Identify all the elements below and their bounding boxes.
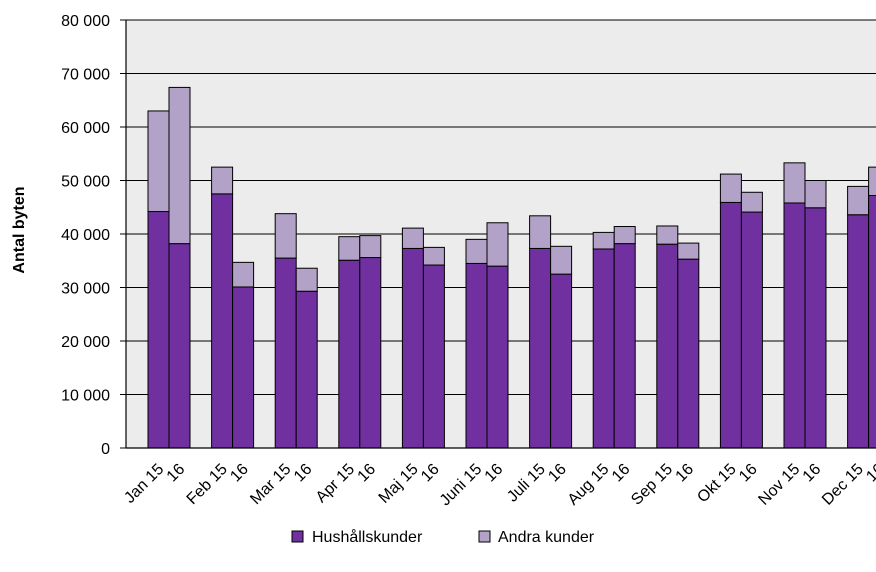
bar-segment-hushallskunder xyxy=(868,194,876,449)
bar-segment-andra-kunder xyxy=(783,162,806,204)
bar-segment-andra-kunder xyxy=(211,166,234,195)
bar-segment-hushallskunder xyxy=(211,193,234,449)
bar-segment-hushallskunder xyxy=(274,257,297,449)
bar-segment-hushallskunder xyxy=(529,247,552,449)
bar-segment-andra-kunder xyxy=(613,226,636,245)
x-tick-label: Apr 15 xyxy=(313,461,358,506)
x-tick-label: 16 xyxy=(673,461,698,486)
bar-segment-andra-kunder xyxy=(168,86,191,245)
x-tick-label: 16 xyxy=(609,461,634,486)
bar-segment-hushallskunder xyxy=(783,202,806,449)
x-tick-label: 16 xyxy=(164,461,189,486)
bar-segment-andra-kunder xyxy=(804,180,827,209)
bar-segment-hushallskunder xyxy=(465,262,488,449)
bar-segment-andra-kunder xyxy=(740,191,763,213)
x-tick-label: 16 xyxy=(418,461,443,486)
bar-segment-hushallskunder xyxy=(550,273,573,449)
bar-segment-andra-kunder xyxy=(719,173,742,203)
x-tick-label: 16 xyxy=(355,461,380,486)
bar-segment-andra-kunder xyxy=(359,235,382,259)
bar-segment-hushallskunder xyxy=(613,243,636,449)
x-tick-label: 16 xyxy=(800,461,825,486)
bar-segment-andra-kunder xyxy=(847,185,870,216)
legend-swatch-andra-kunder xyxy=(478,530,491,543)
bar-segment-hushallskunder xyxy=(677,258,700,449)
x-tick-label: Juli 15 xyxy=(504,461,549,506)
bar-segment-hushallskunder xyxy=(719,201,742,449)
bar-segment-hushallskunder xyxy=(232,286,255,449)
bar-segment-andra-kunder xyxy=(465,238,488,264)
legend-swatch-hushallskunder xyxy=(291,530,304,543)
y-tick-label: 80 000 xyxy=(61,13,110,30)
y-tick-label: 30 000 xyxy=(61,281,110,298)
bar-segment-andra-kunder xyxy=(868,166,876,196)
x-tick-label: 16 xyxy=(482,461,507,486)
y-tick-label: 40 000 xyxy=(61,227,110,244)
bar-segment-hushallskunder xyxy=(147,211,170,449)
bar-segment-andra-kunder xyxy=(529,215,552,249)
x-tick-label: 16 xyxy=(545,461,570,486)
bar-segment-hushallskunder xyxy=(295,290,318,449)
x-tick-label: Dec 15 xyxy=(819,461,867,509)
x-tick-label: Aug 15 xyxy=(565,461,613,509)
y-tick-label: 0 xyxy=(101,441,110,458)
legend: Hushållskunder Andra kunder xyxy=(291,528,595,546)
x-tick-label: Jan 15 xyxy=(121,461,167,507)
bar-segment-andra-kunder xyxy=(677,242,700,260)
bar-segment-andra-kunder xyxy=(147,110,170,213)
y-tick-label: 60 000 xyxy=(61,120,110,137)
y-tick-label: 50 000 xyxy=(61,174,110,191)
y-tick-label: 20 000 xyxy=(61,334,110,351)
x-tick-label: 16 xyxy=(291,461,316,486)
x-tick-label: 16 xyxy=(227,461,252,486)
legend-label-hushallskunder: Hushållskunder xyxy=(312,528,423,546)
x-tick-label: 16 xyxy=(736,461,761,486)
bar-segment-hushallskunder xyxy=(168,243,191,449)
y-tick-label: 70 000 xyxy=(61,67,110,84)
bar-segment-hushallskunder xyxy=(804,207,827,449)
x-tick-label: Nov 15 xyxy=(755,461,803,509)
bar-segment-hushallskunder xyxy=(592,248,615,449)
bar-segment-andra-kunder xyxy=(486,222,509,267)
bar-segment-andra-kunder xyxy=(592,231,615,250)
legend-label-andra-kunder: Andra kunder xyxy=(498,529,595,546)
bar-segment-andra-kunder xyxy=(550,245,573,275)
bar-segment-hushallskunder xyxy=(656,243,679,449)
bar-segment-andra-kunder xyxy=(656,225,679,245)
x-tick-label: Sep 15 xyxy=(628,461,676,509)
bar-segment-hushallskunder xyxy=(338,259,361,449)
y-tick-labels: 0 10 000 20 000 30 000 40 000 50 000 60 000 70 … xyxy=(61,13,110,458)
bar-segment-hushallskunder xyxy=(401,247,424,449)
bar-segment-hushallskunder xyxy=(422,264,445,449)
bar-segment-andra-kunder xyxy=(401,227,424,249)
bar-segment-hushallskunder xyxy=(486,265,509,449)
y-tick-label: 10 000 xyxy=(61,388,110,405)
x-tick-label: 16 xyxy=(863,461,876,486)
x-tick-label: Feb 15 xyxy=(184,461,231,508)
bar-segment-andra-kunder xyxy=(422,246,445,266)
x-tick-label: Mar 15 xyxy=(247,461,294,508)
x-tick-label: Juni 15 xyxy=(437,461,486,510)
y-axis-label: Antal byten xyxy=(11,186,28,273)
bar-segment-andra-kunder xyxy=(295,267,318,292)
bar-segment-hushallskunder xyxy=(740,211,763,449)
bar-segment-hushallskunder xyxy=(359,257,382,449)
bar-segment-andra-kunder xyxy=(232,261,255,288)
axes xyxy=(125,20,876,449)
x-tick-label: Okt 15 xyxy=(694,461,739,506)
x-tick-label: Maj 15 xyxy=(376,461,422,507)
bar-segment-andra-kunder xyxy=(338,236,361,261)
bar-segment-andra-kunder xyxy=(274,213,297,259)
bar-segment-hushallskunder xyxy=(847,214,870,449)
